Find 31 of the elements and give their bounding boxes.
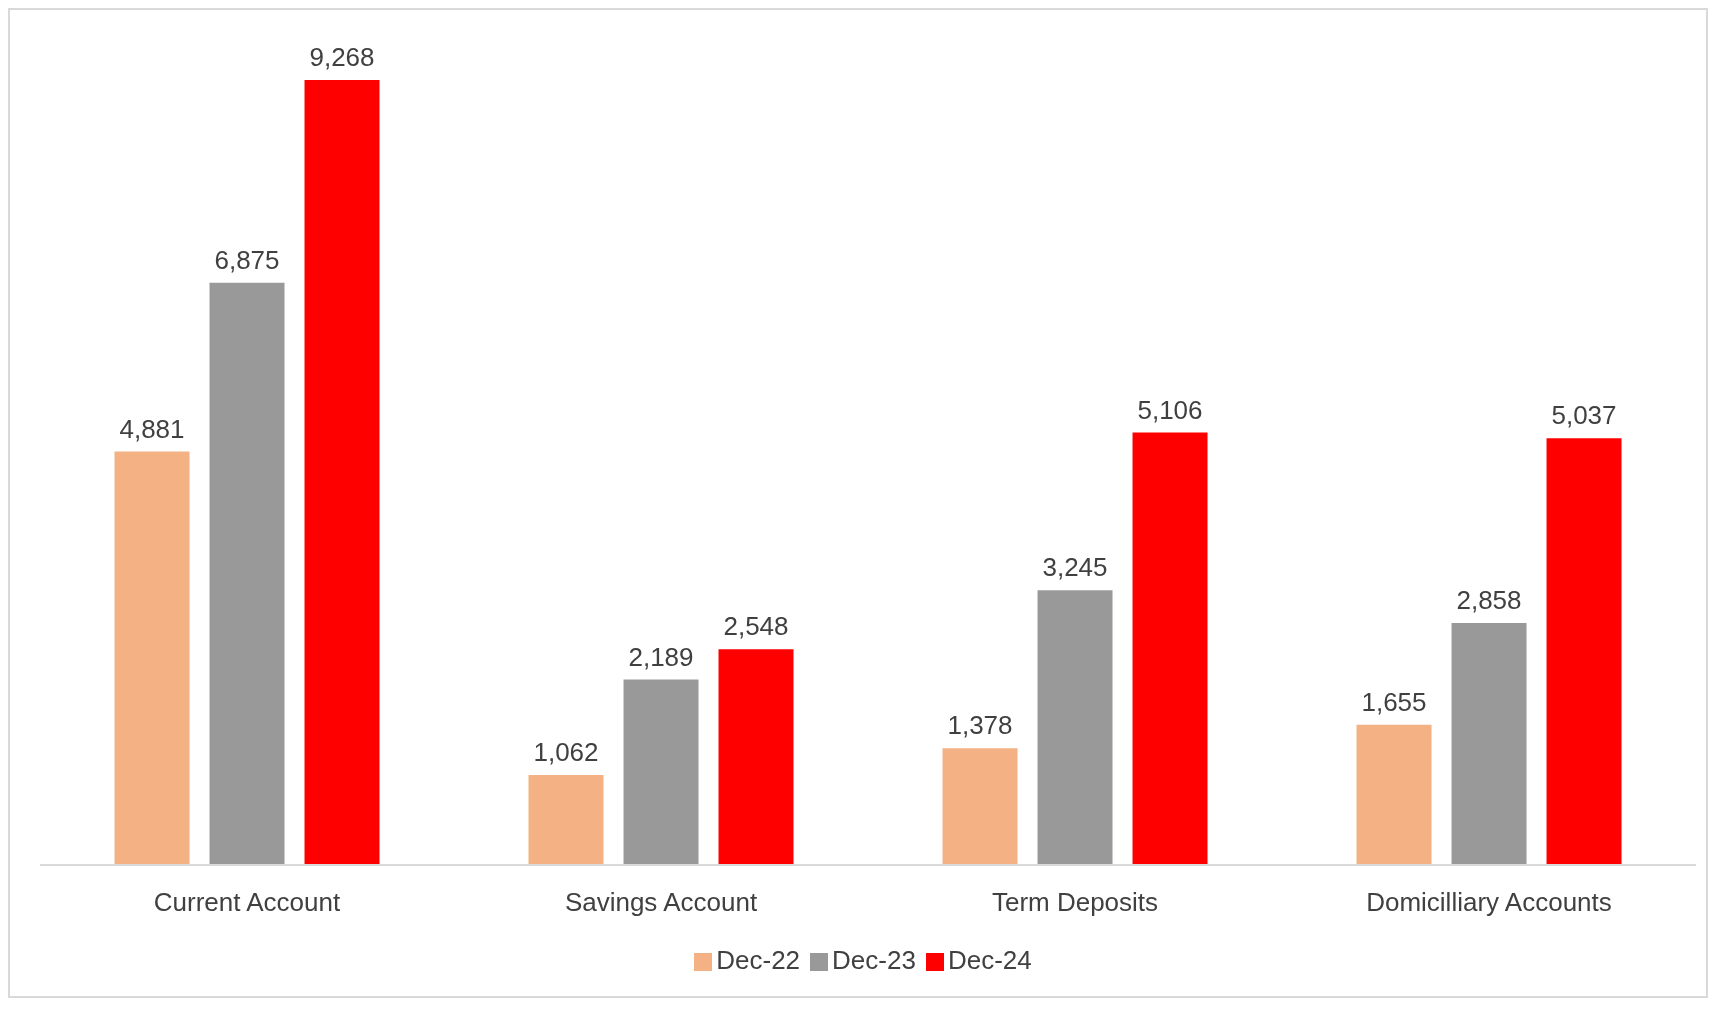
data-label: 3,245 <box>1042 552 1108 583</box>
data-label: 9,268 <box>309 42 375 72</box>
x-tick-label: Term Deposits <box>991 887 1159 918</box>
legend-label: Dec-23 <box>832 945 916 975</box>
data-label: 2,189 <box>628 641 694 672</box>
x-tick-label: Savings Account <box>564 887 758 918</box>
x-tick-label: Domicilliary Accounts <box>1366 887 1612 918</box>
bar <box>718 649 794 865</box>
data-label: 2,858 <box>1456 584 1522 615</box>
bar <box>528 775 604 865</box>
bar <box>114 451 190 865</box>
bar <box>209 282 285 865</box>
legend-label: Dec-24 <box>947 945 1032 975</box>
bar <box>1451 622 1527 865</box>
legend-label: Dec-22 <box>716 945 801 975</box>
data-label: 5,106 <box>1137 394 1203 425</box>
bar <box>942 748 1018 865</box>
data-label: 4,881 <box>119 413 185 444</box>
bar <box>1037 590 1113 865</box>
bar <box>1132 432 1208 865</box>
data-label: 1,378 <box>947 710 1013 741</box>
x-tick-label: Current Account <box>153 887 341 918</box>
bar <box>623 679 699 865</box>
data-label: 6,875 <box>214 244 280 275</box>
data-label: 5,037 <box>1551 400 1617 431</box>
data-label: 1,655 <box>1361 686 1427 717</box>
data-label: 2,548 <box>723 611 789 642</box>
bar <box>1546 438 1622 865</box>
bar <box>304 80 380 865</box>
data-label: 1,062 <box>533 737 599 768</box>
bar <box>1356 724 1432 865</box>
